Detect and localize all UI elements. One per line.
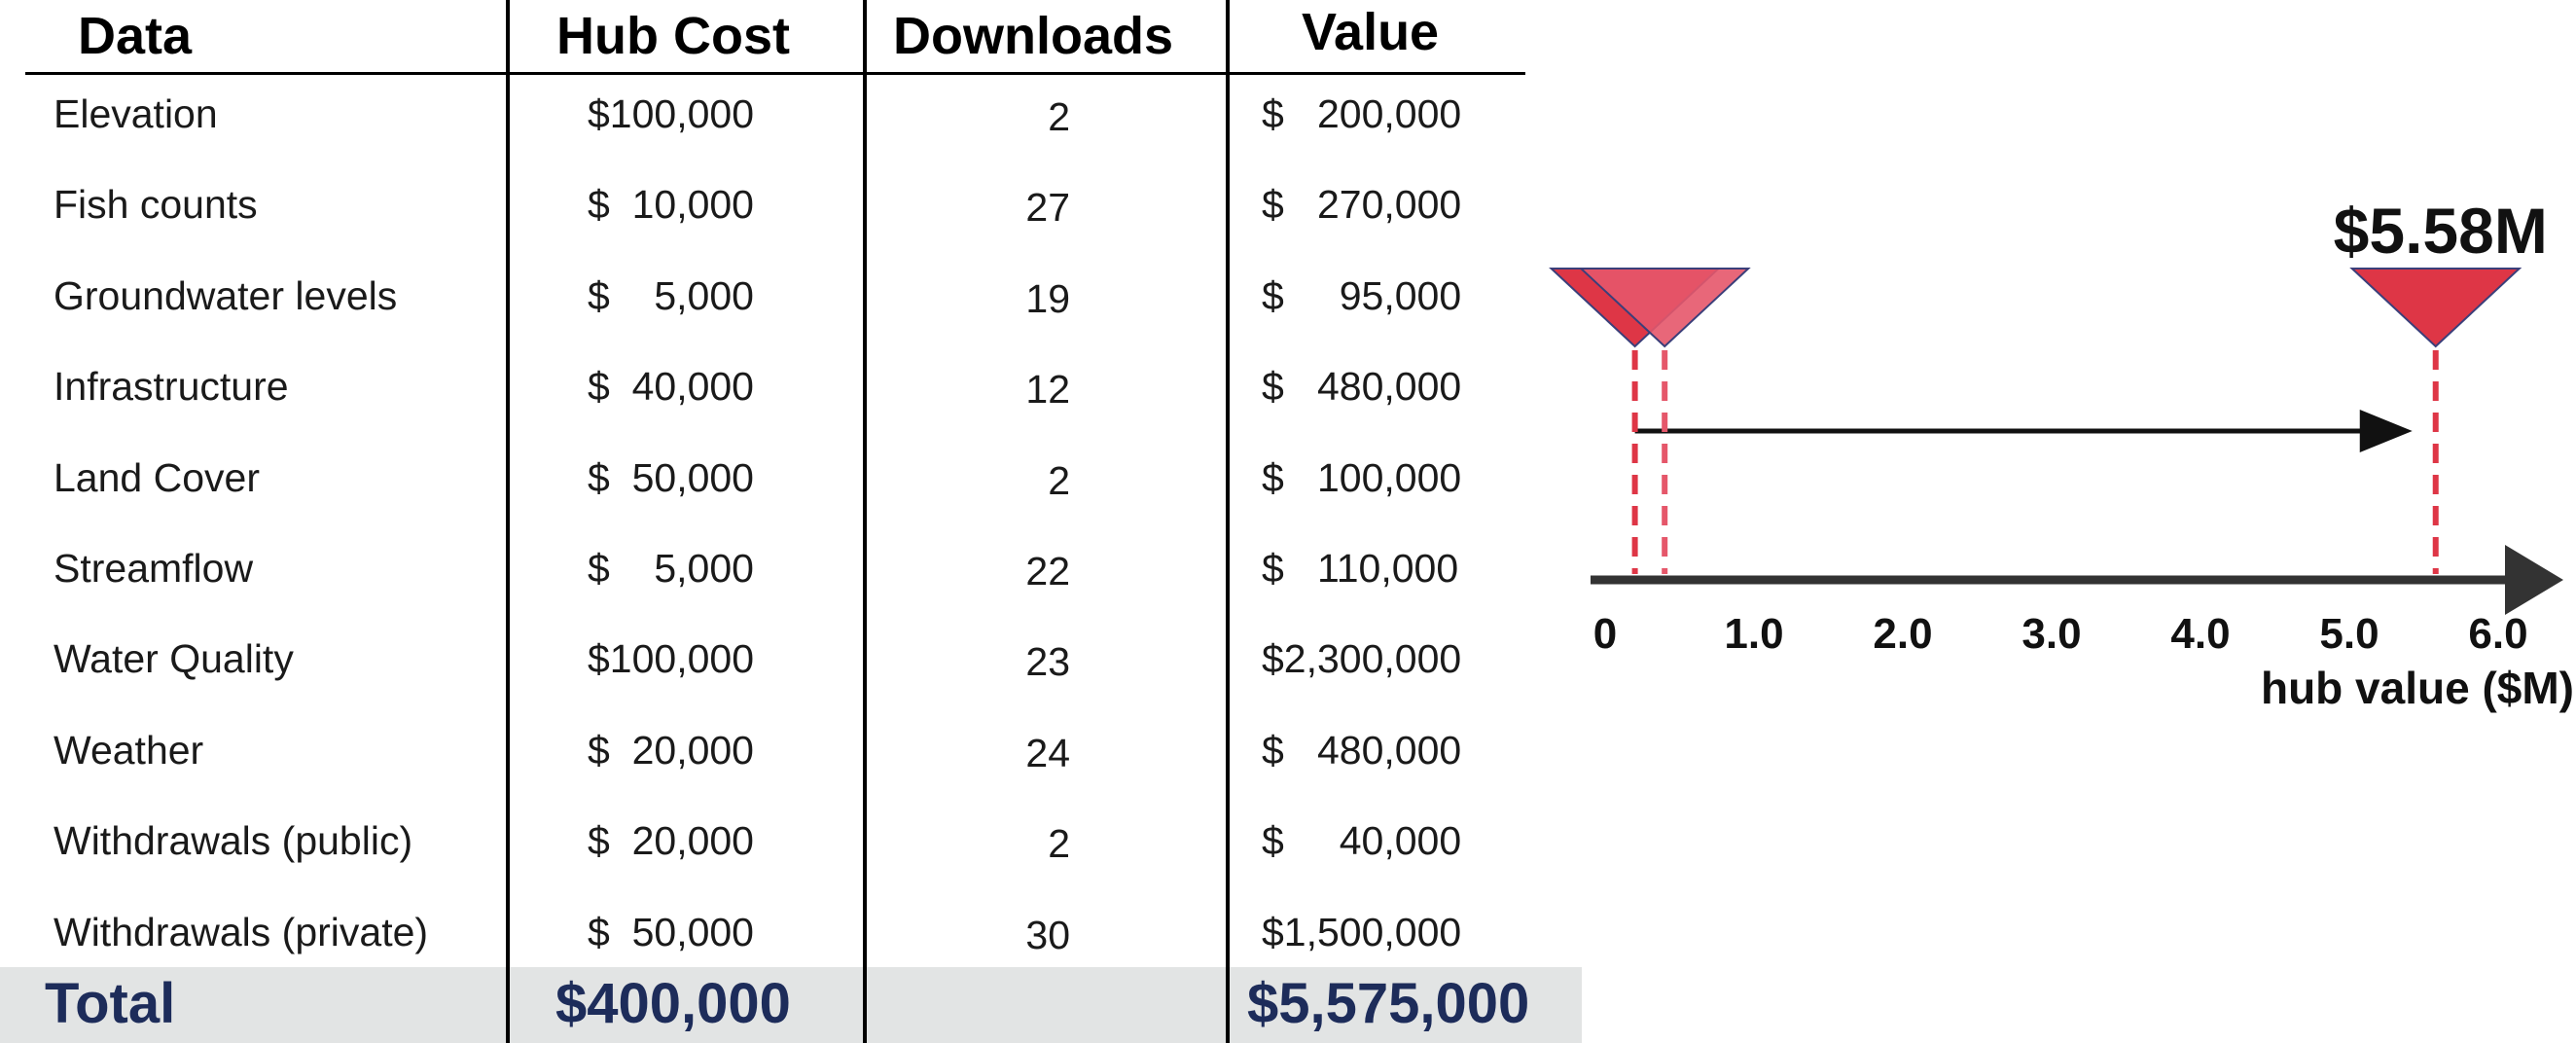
header-hub-cost: Hub Cost [556, 7, 790, 65]
table-row: Fish counts $ 10,000 27 $ 270,000 [0, 182, 1586, 272]
axis-arrowhead [2505, 545, 2563, 615]
tick-label: 3.0 [2021, 610, 2081, 658]
table-row: Groundwater levels $ 5,000 19 $ 95,000 [0, 273, 1586, 364]
value-marker [2349, 268, 2522, 348]
table-row: Withdrawals (public) $ 20,000 2 $ 40,000 [0, 818, 1586, 909]
row-name: Streamflow [54, 546, 254, 591]
table-row: Elevation $100,000 2 $ 200,000 [0, 91, 1586, 182]
table-row: Weather $ 20,000 24 $ 480,000 [0, 728, 1586, 818]
row-name: Withdrawals (public) [54, 818, 413, 864]
column-divider-1 [506, 0, 510, 1043]
row-hub-cost: $100,000 [588, 636, 755, 682]
row-name: Withdrawals (private) [54, 909, 429, 954]
total-divider-1 [506, 967, 510, 1043]
total-hub-cost: $400,000 [555, 972, 791, 1035]
row-downloads: 2 [1048, 94, 1070, 139]
header-downloads: Downloads [893, 7, 1174, 65]
row-downloads: 2 [1048, 457, 1070, 503]
row-value: $ 40,000 [1262, 818, 1462, 864]
tick-label: 5.0 [2319, 610, 2379, 658]
row-downloads: 23 [1025, 639, 1070, 685]
header-data: Data [78, 7, 193, 65]
tick-label: 6.0 [2468, 610, 2527, 658]
tick-label: 4.0 [2170, 610, 2230, 658]
row-hub-cost: $100,000 [588, 91, 755, 136]
header-divider [25, 72, 1525, 75]
row-value: $ 270,000 [1262, 182, 1462, 228]
data-value-table: Data Hub Cost Downloads Value Elevation $… [0, 0, 1586, 1043]
tick-label: 1.0 [1724, 610, 1783, 658]
row-hub-cost: $ 5,000 [588, 272, 754, 318]
row-value: $ 110,000 [1262, 546, 1459, 591]
row-value: $ 95,000 [1262, 272, 1462, 318]
row-hub-cost: $ 5,000 [588, 546, 754, 591]
row-hub-cost: $ 10,000 [588, 182, 754, 228]
row-value: $ 480,000 [1262, 727, 1462, 773]
marker-label: $5.58M [2334, 195, 2548, 267]
table-row: Land Cover $ 50,000 2 $ 100,000 [0, 455, 1586, 546]
total-row [0, 967, 1582, 1043]
table-row: Infrastructure $ 40,000 12 $ 480,000 [0, 364, 1586, 454]
value-range-arrowhead [2359, 410, 2413, 452]
row-downloads: 19 [1025, 275, 1070, 321]
table-row: Withdrawals (private) $ 50,000 30 $1,500,00… [0, 910, 1586, 1000]
total-divider-3 [1226, 967, 1230, 1043]
total-label: Total [45, 972, 176, 1035]
row-hub-cost: $ 50,000 [588, 909, 754, 954]
axis-title: hub value ($M) [2261, 663, 2574, 713]
row-name: Weather [54, 727, 204, 773]
row-hub-cost: $ 20,000 [588, 818, 754, 864]
table-row: Water Quality $100,000 23 $2,300,000 [0, 636, 1586, 727]
tick-label: 0 [1593, 610, 1617, 658]
row-downloads: 22 [1025, 549, 1070, 593]
row-name: Fish counts [54, 182, 258, 228]
row-value: $ 200,000 [1262, 91, 1462, 136]
row-name: Water Quality [54, 636, 294, 682]
value-marker [1578, 268, 1751, 348]
row-downloads: 27 [1025, 185, 1070, 231]
row-hub-cost: $ 20,000 [588, 727, 754, 773]
row-name: Groundwater levels [54, 272, 398, 318]
total-divider-2 [863, 967, 867, 1043]
row-downloads: 12 [1025, 367, 1070, 413]
header-value: Value [1302, 3, 1440, 61]
row-downloads: 2 [1048, 821, 1070, 867]
row-downloads: 24 [1025, 730, 1070, 775]
table-row: Streamflow $ 5,000 22 $ 110,000 [0, 546, 1586, 636]
row-value: $ 100,000 [1262, 454, 1462, 500]
row-value: $ 480,000 [1262, 364, 1462, 410]
row-name: Infrastructure [54, 364, 289, 410]
total-value: $5,575,000 [1247, 972, 1530, 1035]
row-name: Land Cover [54, 454, 260, 500]
row-name: Elevation [54, 91, 218, 136]
row-hub-cost: $ 50,000 [588, 454, 754, 500]
row-downloads: 30 [1025, 912, 1070, 957]
column-divider-2 [863, 0, 867, 1043]
row-value: $2,300,000 [1262, 636, 1462, 682]
tick-label: 2.0 [1873, 610, 1932, 658]
row-hub-cost: $ 40,000 [588, 364, 754, 410]
column-divider-3 [1226, 0, 1230, 1043]
row-value: $1,500,000 [1262, 909, 1462, 954]
